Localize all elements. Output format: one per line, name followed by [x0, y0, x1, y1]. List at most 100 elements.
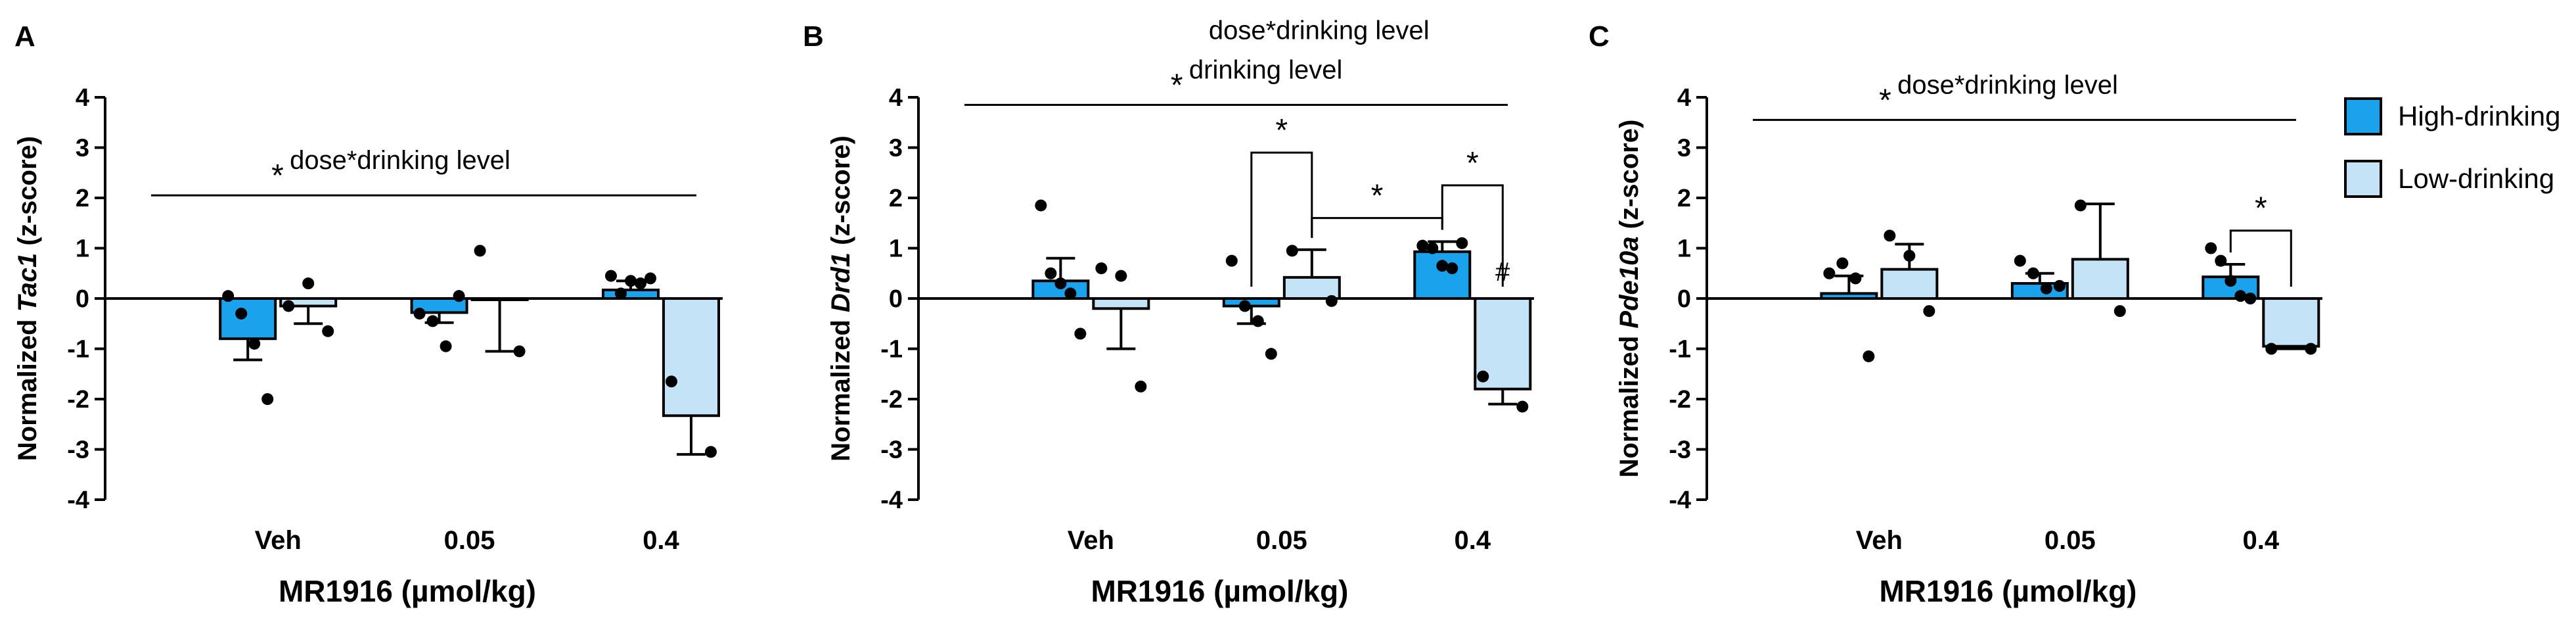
bracket-star: * — [1466, 146, 1479, 181]
comparison-bracket — [1311, 217, 1443, 238]
legend-label: High-drinking — [2398, 101, 2560, 131]
y-tick-label: -2 — [67, 386, 89, 414]
bracket-star: * — [1275, 113, 1288, 148]
y-tick-label: -4 — [880, 487, 903, 514]
y-tick-label: 1 — [76, 235, 89, 263]
y-tick-label: -3 — [1669, 437, 1691, 464]
bar-low-drinking — [470, 297, 529, 301]
y-tick-label: -4 — [1669, 487, 1691, 514]
y-label-gene: Pde10a — [1615, 236, 1644, 328]
data-point — [1436, 260, 1449, 272]
bar-low-drinking — [2071, 258, 2129, 300]
bar-high-drinking — [602, 288, 660, 300]
x-axis-label: MR1916 (µmol/kg) — [1091, 574, 1348, 608]
data-point — [625, 275, 637, 287]
y-tick-label: -2 — [880, 386, 903, 414]
x-tick-label: 0.05 — [444, 526, 495, 555]
data-point — [248, 337, 261, 350]
data-point — [2305, 343, 2317, 355]
data-point — [2215, 254, 2227, 267]
y-label-prefix: Normalized — [13, 312, 42, 461]
data-point — [635, 277, 646, 290]
data-point — [302, 277, 315, 290]
x-tick-label: Veh — [255, 526, 302, 555]
data-point — [615, 287, 627, 300]
data-point — [1238, 300, 1251, 312]
data-point — [705, 446, 717, 458]
significance-label-line2: dose*drinking level — [1209, 16, 1430, 45]
data-point — [2234, 290, 2247, 302]
data-point — [1265, 348, 1277, 360]
data-point — [2053, 279, 2066, 292]
data-point — [1074, 327, 1087, 340]
hash-mark: # — [1495, 258, 1510, 287]
legend-label: Low-drinking — [2398, 163, 2554, 194]
data-point — [1836, 257, 1849, 270]
y-tick-label: 3 — [889, 135, 903, 162]
y-axis-label: Normalized Drd1 (z-score) — [826, 135, 855, 462]
y-axis-label: Normalized Pde10a (z-score) — [1615, 120, 1644, 478]
data-point — [1095, 262, 1108, 275]
y-tick-label: 0 — [1677, 285, 1691, 313]
data-point — [2265, 343, 2278, 355]
y-tick-label: -1 — [67, 336, 89, 364]
data-point — [1054, 277, 1067, 290]
y-label-suffix: (z-score) — [13, 136, 42, 253]
bar-high-drinking — [410, 297, 468, 314]
x-tick-label: Veh — [1068, 526, 1114, 555]
data-point — [1863, 350, 1875, 362]
y-tick-label: 0 — [76, 285, 89, 313]
data-point — [322, 325, 334, 337]
x-tick-label: 0.4 — [1454, 526, 1491, 555]
significance-star: * — [271, 158, 284, 193]
data-point — [1823, 267, 1836, 279]
y-tick-label: 2 — [1677, 185, 1691, 212]
data-point — [1477, 370, 1489, 383]
y-label-suffix: (z-score) — [826, 135, 855, 252]
data-point — [2027, 267, 2039, 279]
panel-c: C -4 -3 -2 -1 0 1 2 3 4 Normalized Pde10a (z-score… — [1589, 20, 2322, 608]
y-label-prefix: Normalized — [1615, 329, 1644, 478]
data-point — [2205, 242, 2217, 254]
data-point — [1325, 295, 1338, 307]
bar-low-drinking — [279, 297, 338, 308]
y-tick-label: -2 — [1669, 386, 1691, 414]
data-point — [1884, 229, 1896, 242]
x-tick-label: 0.05 — [2045, 526, 2096, 555]
bar-low-drinking — [1880, 268, 1939, 300]
significance-star: * — [1879, 83, 1891, 118]
data-point — [1035, 199, 1047, 212]
bar-high-drinking — [1222, 297, 1280, 308]
y-tick-label: 4 — [889, 84, 903, 112]
bar-low-drinking — [1282, 275, 1341, 300]
panel-label: A — [14, 20, 35, 53]
data-point — [1456, 237, 1468, 249]
panel-a: A -4 -3 -2 -1 0 1 2 3 4 Normalized Tac1 (z-score) V… — [13, 20, 723, 608]
data-point — [1135, 380, 1147, 393]
bar-high-drinking — [1820, 292, 1878, 300]
bar-high-drinking — [219, 297, 277, 341]
significance-label: dose*drinking level — [290, 146, 510, 175]
y-axis-label: Normalized Tac1 (z-score) — [13, 136, 42, 461]
bar-low-drinking — [1092, 297, 1150, 310]
bar-high-drinking — [2010, 282, 2069, 300]
x-tick-label: 0.4 — [643, 526, 679, 555]
data-point — [2074, 199, 2087, 212]
data-point — [282, 300, 295, 312]
y-tick-label: -3 — [880, 437, 903, 464]
data-point — [2040, 282, 2052, 295]
data-point — [2014, 254, 2026, 267]
y-tick-label: 3 — [1677, 135, 1691, 162]
bar-high-drinking — [1413, 250, 1472, 300]
y-tick-label: 4 — [76, 84, 89, 112]
legend-swatch — [2344, 97, 2382, 135]
y-label-suffix: (z-score) — [1615, 120, 1644, 237]
data-point — [1426, 242, 1439, 254]
data-point — [513, 345, 526, 358]
data-point — [1416, 239, 1429, 252]
data-point — [1849, 272, 1862, 285]
data-point — [426, 315, 439, 327]
y-tick-label: 4 — [1677, 84, 1691, 112]
data-point — [1286, 245, 1298, 257]
